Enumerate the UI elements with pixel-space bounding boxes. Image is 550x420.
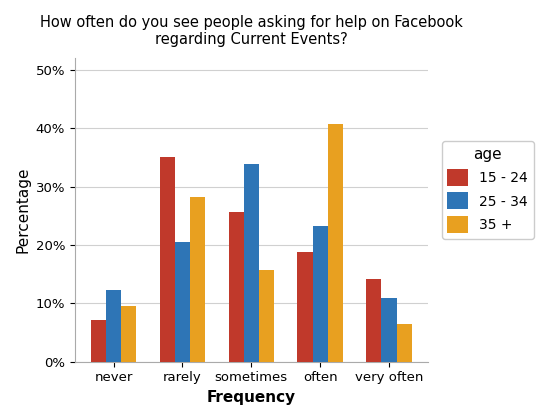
Bar <box>160 158 175 362</box>
Bar <box>328 124 343 362</box>
Bar <box>121 306 136 362</box>
Bar <box>175 242 190 362</box>
Bar <box>229 212 244 362</box>
Bar <box>312 226 328 362</box>
Legend: 15 - 24, 25 - 34, 35 +: 15 - 24, 25 - 34, 35 + <box>442 141 534 239</box>
Bar <box>244 165 259 362</box>
Y-axis label: Percentage: Percentage <box>15 167 30 253</box>
Bar <box>259 270 274 362</box>
Title: How often do you see people asking for help on Facebook
regarding Current Events: How often do you see people asking for h… <box>40 15 463 47</box>
X-axis label: Frequency: Frequency <box>207 390 296 405</box>
Bar <box>397 324 412 362</box>
Bar <box>381 298 397 362</box>
Bar <box>298 252 312 362</box>
Bar <box>106 290 121 362</box>
Bar <box>366 279 381 362</box>
Bar <box>190 197 205 362</box>
Bar <box>91 320 106 362</box>
